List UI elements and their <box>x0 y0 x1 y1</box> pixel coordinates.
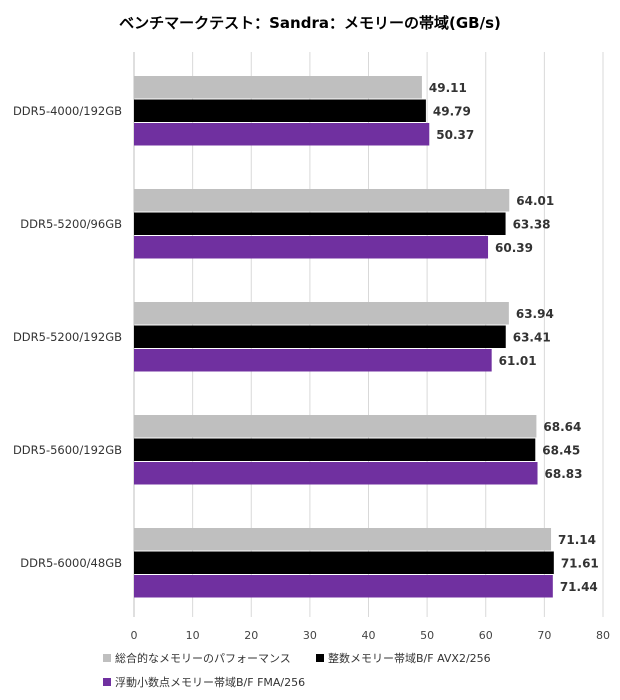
category-label: DDR5-4000/192GB <box>13 104 122 118</box>
bar <box>134 462 538 485</box>
data-label: 71.14 <box>558 533 596 547</box>
bar <box>134 349 492 372</box>
legend-swatch <box>103 678 111 686</box>
legend-label: 浮動小数点メモリー帯域B/F FMA/256 <box>115 675 305 689</box>
x-tick-label: 60 <box>479 629 493 642</box>
data-label: 68.64 <box>543 420 581 434</box>
x-tick-label: 0 <box>131 629 138 642</box>
bar <box>134 212 506 235</box>
bar <box>134 438 536 461</box>
data-label: 49.11 <box>429 81 467 95</box>
data-label: 71.61 <box>561 556 599 570</box>
x-tick-label: 40 <box>362 629 376 642</box>
bar <box>134 575 553 598</box>
bar <box>134 189 510 212</box>
data-label: 63.38 <box>513 217 551 231</box>
x-tick-label: 30 <box>303 629 317 642</box>
x-tick-label: 10 <box>186 629 200 642</box>
category-labels: DDR5-4000/192GB DDR5-5200/96GB DDR5-5200/1… <box>13 104 122 570</box>
bars <box>134 76 554 598</box>
x-tick-label: 50 <box>420 629 434 642</box>
bar <box>134 123 430 146</box>
data-label: 68.83 <box>545 467 583 481</box>
bar <box>134 302 509 325</box>
legend: 総合的なメモリーのパフォーマンス 整数メモリー帯域B/F AVX2/256 浮動小数… <box>103 651 491 689</box>
bar <box>134 528 552 551</box>
legend-swatch <box>316 654 324 662</box>
data-labels: 49.11 49.79 50.37 64.01 63.38 60.39 63.94 63.41… <box>429 81 599 594</box>
x-axis-ticks: 0 10 20 30 40 50 60 70 80 <box>131 629 611 642</box>
data-label: 63.41 <box>513 330 551 344</box>
category-label: DDR5-5200/96GB <box>20 217 122 231</box>
category-label: DDR5-6000/48GB <box>20 556 122 570</box>
data-label: 50.37 <box>436 128 474 142</box>
x-tick-label: 70 <box>537 629 551 642</box>
data-label: 63.94 <box>516 307 554 321</box>
data-label: 61.01 <box>499 354 537 368</box>
bar <box>134 236 489 259</box>
bar <box>134 76 422 99</box>
legend-label: 総合的なメモリーのパフォーマンス <box>115 651 291 665</box>
x-tick-label: 80 <box>596 629 610 642</box>
chart-title: ベンチマークテスト：Sandra：メモリーの帯域(GB/s) <box>119 14 501 32</box>
x-tick-label: 20 <box>244 629 258 642</box>
category-label: DDR5-5200/192GB <box>13 330 122 344</box>
data-label: 71.44 <box>560 580 598 594</box>
data-label: 60.39 <box>495 241 533 255</box>
bar <box>134 325 506 348</box>
legend-label: 整数メモリー帯域B/F AVX2/256 <box>328 651 491 665</box>
data-label: 64.01 <box>516 194 554 208</box>
legend-swatch <box>103 654 111 662</box>
data-label: 49.79 <box>433 104 471 118</box>
bar <box>134 415 537 438</box>
data-label: 68.45 <box>542 443 580 457</box>
bar <box>134 99 426 122</box>
category-label: DDR5-5600/192GB <box>13 443 122 457</box>
bar <box>134 551 554 574</box>
